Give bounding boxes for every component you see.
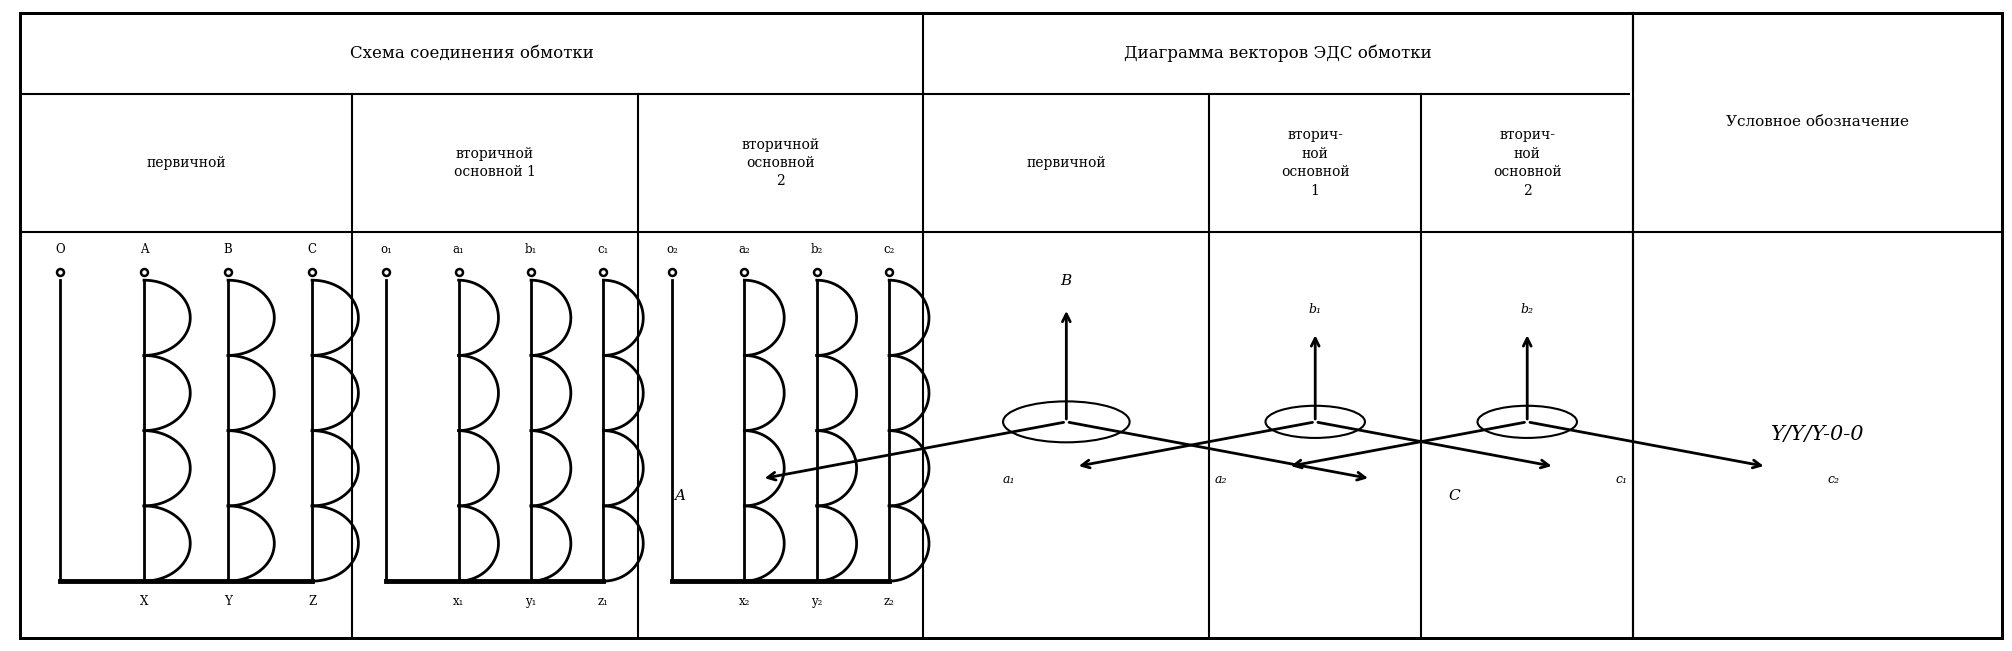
Text: a₁: a₁ (453, 243, 465, 256)
Text: c₁: c₁ (1616, 473, 1628, 486)
Text: x₂: x₂ (738, 596, 750, 609)
Text: вторич-
ной
основной
1: вторич- ной основной 1 (1282, 128, 1350, 198)
Text: b₁: b₁ (525, 243, 537, 256)
Text: C: C (1449, 489, 1459, 503)
Text: c₂: c₂ (1827, 473, 1839, 486)
Text: a₁: a₁ (1002, 473, 1016, 486)
Text: вторичной
основной 1: вторичной основной 1 (455, 147, 535, 179)
Text: c₁: c₁ (598, 243, 610, 256)
Text: c₂: c₂ (883, 243, 895, 256)
Text: C: C (308, 243, 316, 256)
Text: Схема соединения обмотки: Схема соединения обмотки (350, 45, 594, 62)
Text: Диаграмма векторов ЭДС обмотки: Диаграмма векторов ЭДС обмотки (1125, 45, 1433, 62)
Text: X: X (139, 596, 149, 609)
Text: Условное обозначение: Условное обозначение (1726, 115, 1909, 130)
Text: b₂: b₂ (1521, 303, 1533, 316)
Text: x₁: x₁ (453, 596, 465, 609)
Text: Y: Y (223, 596, 231, 609)
Text: вторичной
основной
2: вторичной основной 2 (742, 137, 819, 188)
Text: первичной: первичной (1026, 156, 1107, 170)
Text: z₁: z₁ (598, 596, 610, 609)
Text: a₂: a₂ (738, 243, 750, 256)
Text: B: B (223, 243, 233, 256)
Text: z₂: z₂ (883, 596, 895, 609)
Text: вторич-
ной
основной
2: вторич- ной основной 2 (1493, 128, 1561, 198)
Text: o₂: o₂ (666, 243, 678, 256)
Text: b₂: b₂ (811, 243, 823, 256)
Text: a₂: a₂ (1215, 473, 1227, 486)
Text: O: O (54, 243, 64, 256)
Text: y₂: y₂ (811, 596, 823, 609)
Text: A: A (674, 489, 684, 503)
Text: Z: Z (308, 596, 316, 609)
Text: A: A (139, 243, 149, 256)
Text: o₁: o₁ (380, 243, 392, 256)
Text: y₁: y₁ (525, 596, 537, 609)
Text: Y/Y/Y-0-0: Y/Y/Y-0-0 (1771, 425, 1865, 445)
Text: B: B (1060, 273, 1072, 288)
Text: b₁: b₁ (1308, 303, 1322, 316)
Text: первичной: первичной (147, 156, 225, 170)
